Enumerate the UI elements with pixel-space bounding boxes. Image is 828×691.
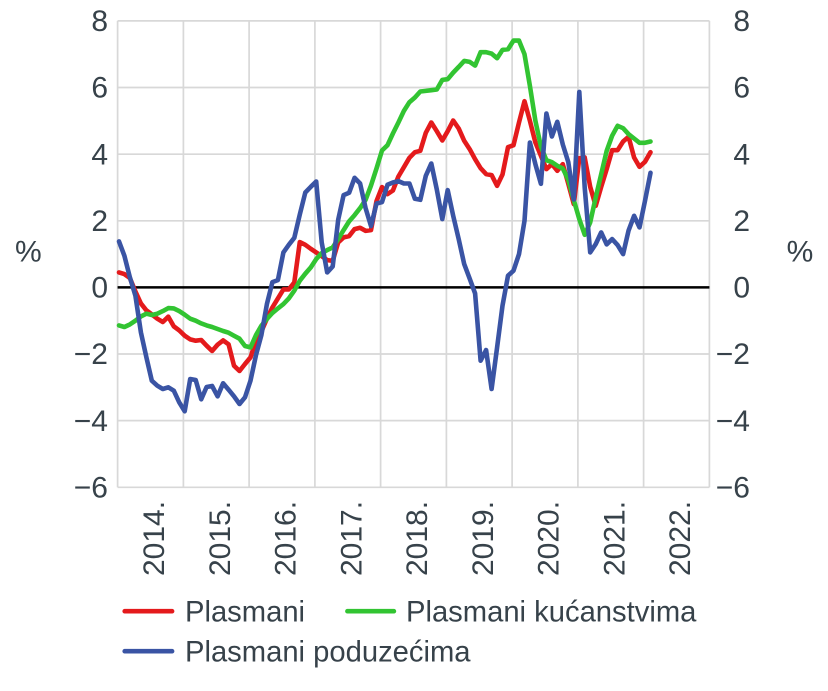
svg-text:Plasmani: Plasmani bbox=[185, 597, 305, 629]
svg-text:2: 2 bbox=[91, 205, 108, 238]
svg-text:6: 6 bbox=[91, 72, 108, 105]
svg-text:2016.: 2016. bbox=[270, 501, 303, 576]
svg-text:4: 4 bbox=[91, 138, 108, 171]
svg-text:−6: −6 bbox=[716, 472, 750, 505]
svg-text:6: 6 bbox=[733, 72, 750, 105]
svg-text:−2: −2 bbox=[74, 338, 108, 371]
svg-text:2014.: 2014. bbox=[138, 501, 171, 576]
svg-text:%: % bbox=[787, 236, 814, 269]
svg-text:2021.: 2021. bbox=[598, 501, 631, 576]
svg-text:8: 8 bbox=[91, 5, 108, 38]
svg-text:2022.: 2022. bbox=[664, 501, 697, 576]
svg-text:2: 2 bbox=[733, 205, 750, 238]
svg-text:Plasmani kućanstvima: Plasmani kućanstvima bbox=[406, 597, 697, 629]
svg-text:2018.: 2018. bbox=[401, 501, 434, 576]
svg-text:%: % bbox=[15, 236, 42, 269]
svg-text:2017.: 2017. bbox=[335, 501, 368, 576]
svg-text:8: 8 bbox=[733, 5, 750, 38]
svg-text:0: 0 bbox=[91, 272, 108, 305]
svg-text:4: 4 bbox=[733, 138, 750, 171]
svg-text:0: 0 bbox=[733, 272, 750, 305]
svg-text:Plasmani poduzećima: Plasmani poduzećima bbox=[185, 637, 471, 669]
svg-text:−4: −4 bbox=[74, 405, 108, 438]
svg-text:−2: −2 bbox=[716, 338, 750, 371]
svg-text:−6: −6 bbox=[74, 472, 108, 505]
svg-text:−4: −4 bbox=[716, 405, 750, 438]
svg-text:2015.: 2015. bbox=[204, 501, 237, 576]
svg-text:2020.: 2020. bbox=[533, 501, 566, 576]
svg-text:2019.: 2019. bbox=[467, 501, 500, 576]
